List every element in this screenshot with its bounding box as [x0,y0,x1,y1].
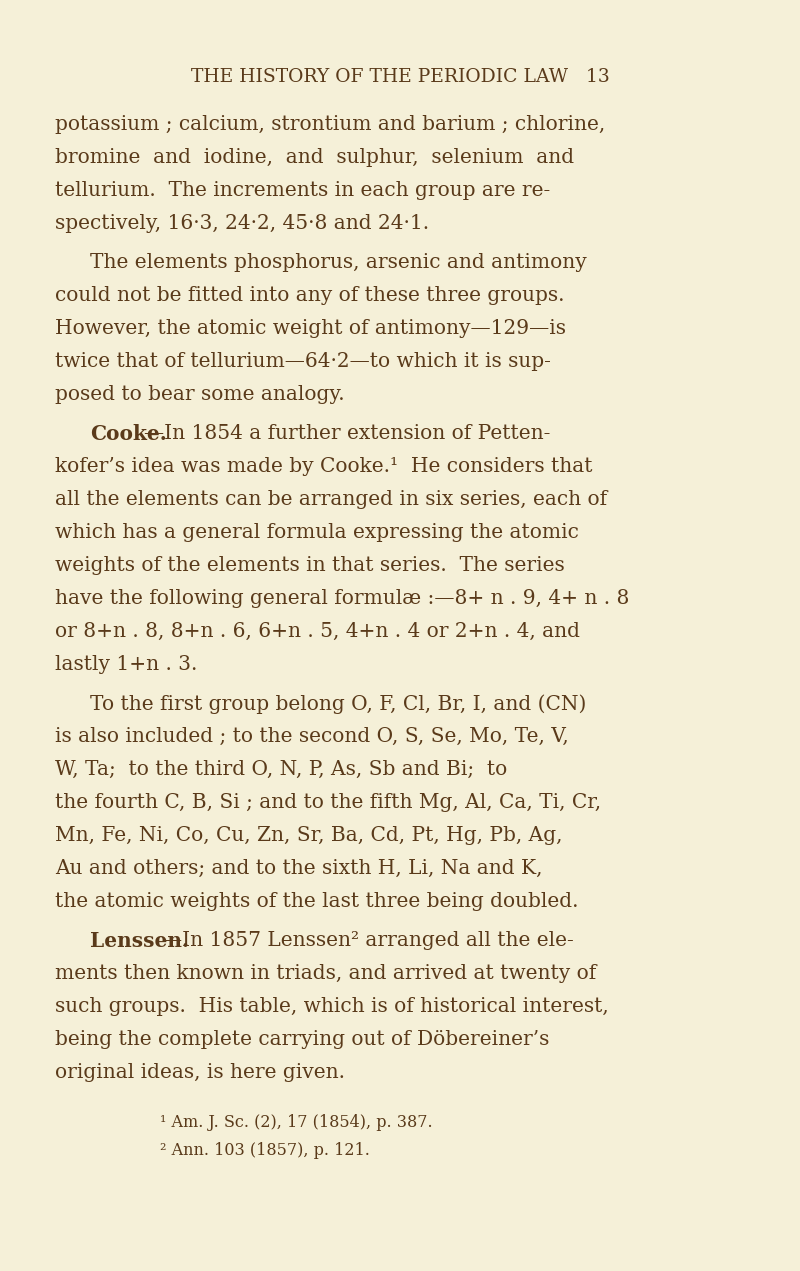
Text: ¹ Am. J. Sc. (2), 17 (1854), p. 387.: ¹ Am. J. Sc. (2), 17 (1854), p. 387. [160,1113,433,1131]
Text: which has a general formula expressing the atomic: which has a general formula expressing t… [55,522,579,541]
Text: To the first group belong O, F, Cl, Br, I, and (CN): To the first group belong O, F, Cl, Br, … [90,694,586,713]
Text: ² Ann. 103 (1857), p. 121.: ² Ann. 103 (1857), p. 121. [160,1143,370,1159]
Text: tellurium.  The increments in each group are re-: tellurium. The increments in each group … [55,180,550,200]
Text: weights of the elements in that series.  The series: weights of the elements in that series. … [55,555,565,574]
Text: Cooke.: Cooke. [90,425,166,444]
Text: original ideas, is here given.: original ideas, is here given. [55,1063,345,1082]
Text: Au and others; and to the sixth H, Li, Na and K,: Au and others; and to the sixth H, Li, N… [55,859,542,878]
Text: The elements phosphorus, arsenic and antimony: The elements phosphorus, arsenic and ant… [90,253,586,272]
Text: or 8+n . 8, 8+n . 6, 6+n . 5, 4+n . 4 or 2+n . 4, and: or 8+n . 8, 8+n . 6, 6+n . 5, 4+n . 4 or… [55,622,580,641]
Text: lastly 1+n . 3.: lastly 1+n . 3. [55,655,198,674]
Text: all the elements can be arranged in six series, each of: all the elements can be arranged in six … [55,491,607,508]
Text: such groups.  His table, which is of historical interest,: such groups. His table, which is of hist… [55,996,609,1016]
Text: kofer’s idea was made by Cooke.¹  He considers that: kofer’s idea was made by Cooke.¹ He cons… [55,458,593,477]
Text: the fourth C, B, Si ; and to the fifth Mg, Al, Ca, Ti, Cr,: the fourth C, B, Si ; and to the fifth M… [55,793,601,812]
Text: —In 1857 Lenssen² arranged all the ele-: —In 1857 Lenssen² arranged all the ele- [162,930,574,949]
Text: posed to bear some analogy.: posed to bear some analogy. [55,385,345,404]
Text: W, Ta;  to the third O, N, P, As, Sb and Bi;  to: W, Ta; to the third O, N, P, As, Sb and … [55,760,507,779]
Text: twice that of tellurium—64·2—to which it is sup-: twice that of tellurium—64·2—to which it… [55,352,551,371]
Text: is also included ; to the second O, S, Se, Mo, Te, V,: is also included ; to the second O, S, S… [55,727,569,746]
Text: Lenssen.: Lenssen. [90,930,189,951]
Text: However, the atomic weight of antimony—129—is: However, the atomic weight of antimony—1… [55,319,566,338]
Text: potassium ; calcium, strontium and barium ; chlorine,: potassium ; calcium, strontium and bariu… [55,114,606,133]
Text: could not be fitted into any of these three groups.: could not be fitted into any of these th… [55,286,565,305]
Text: bromine  and  iodine,  and  sulphur,  selenium  and: bromine and iodine, and sulphur, seleniu… [55,147,574,167]
Text: spectively, 16·3, 24·2, 45·8 and 24·1.: spectively, 16·3, 24·2, 45·8 and 24·1. [55,214,429,233]
Text: ments then known in triads, and arrived at twenty of: ments then known in triads, and arrived … [55,963,596,982]
Text: being the complete carrying out of Döbereiner’s: being the complete carrying out of Döber… [55,1030,550,1049]
Text: THE HISTORY OF THE PERIODIC LAW   13: THE HISTORY OF THE PERIODIC LAW 13 [190,69,610,86]
Text: have the following general formulæ :—8+ n . 9, 4+ n . 8: have the following general formulæ :—8+ … [55,588,630,608]
Text: Mn, Fe, Ni, Co, Cu, Zn, Sr, Ba, Cd, Pt, Hg, Pb, Ag,: Mn, Fe, Ni, Co, Cu, Zn, Sr, Ba, Cd, Pt, … [55,826,562,845]
Text: —In 1854 a further extension of Petten-: —In 1854 a further extension of Petten- [144,425,550,444]
Text: the atomic weights of the last three being doubled.: the atomic weights of the last three bei… [55,892,578,911]
